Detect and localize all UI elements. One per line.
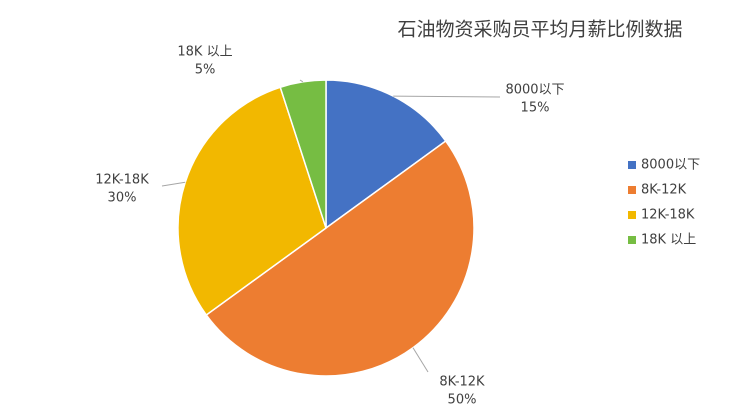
legend-label: 12K-18K <box>641 208 695 223</box>
legend-swatch <box>628 211 636 219</box>
leader-line <box>299 79 304 83</box>
data-label-value: 5% <box>195 63 216 78</box>
legend-label: 18K 以上 <box>641 233 696 248</box>
data-label-name: 8K-12K <box>439 375 485 390</box>
data-label-value: 50% <box>448 393 477 408</box>
data-label-value: 15% <box>521 101 550 116</box>
leader-line <box>393 95 501 98</box>
data-label-value: 30% <box>108 191 137 206</box>
data-label-name: 12K-18K <box>95 173 149 188</box>
legend-swatch <box>628 161 636 169</box>
leader-line <box>412 347 429 373</box>
data-label-name: 8000以下 <box>505 83 564 98</box>
pie-slice <box>279 79 327 229</box>
data-label-name: 18K 以上 <box>177 45 232 60</box>
legend-swatch <box>628 186 636 194</box>
legend-swatch <box>628 236 636 244</box>
chart-title: 石油物资采购员平均月薪比例数据 <box>397 19 682 41</box>
legend-label: 8K-12K <box>641 183 687 198</box>
leader-line <box>161 181 186 187</box>
legend-label: 8000以下 <box>641 158 700 173</box>
